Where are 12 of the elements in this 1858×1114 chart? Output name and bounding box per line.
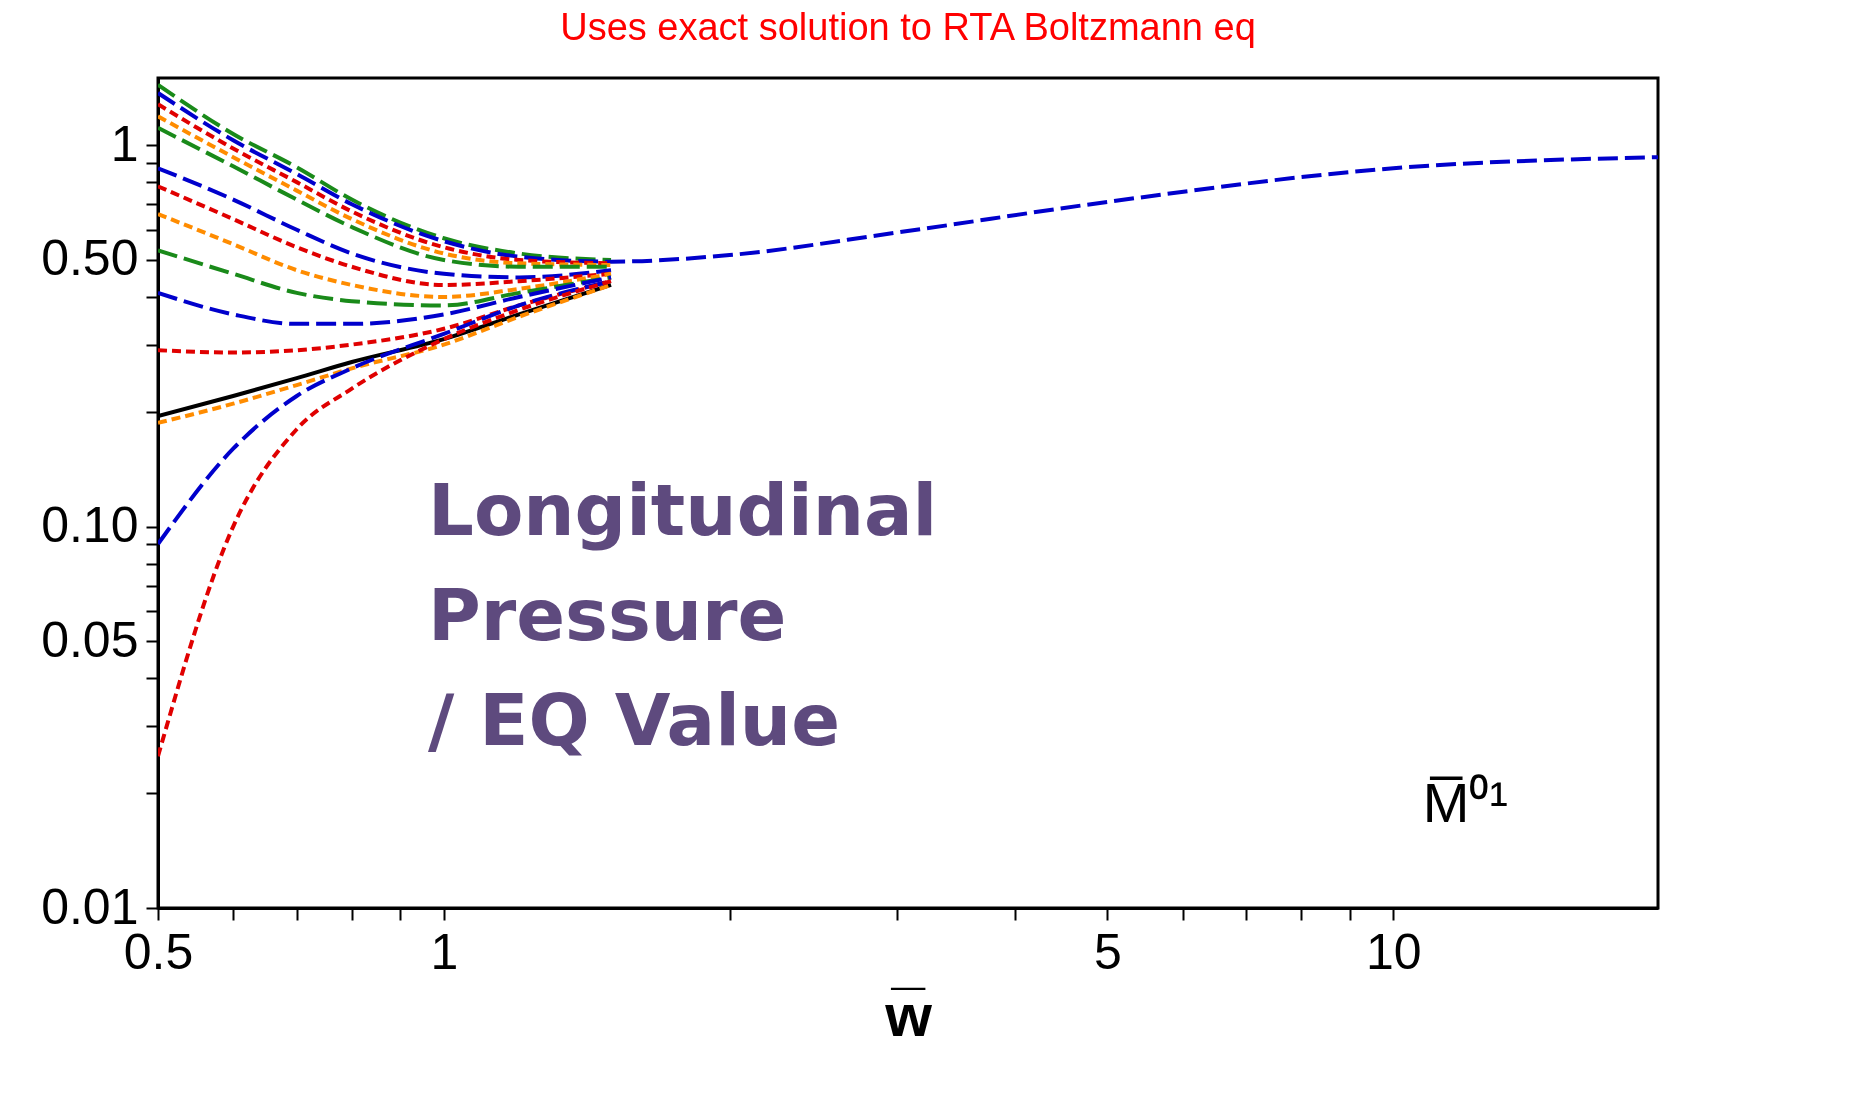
y-tick-label: 0.10 xyxy=(41,497,139,554)
annotation: Longitudinal Pressure / EQ Value xyxy=(428,468,938,762)
annotation: M̅⁰¹ xyxy=(1422,771,1508,834)
chart-title: Uses exact solution to RTA Boltzmann eq xyxy=(560,6,1256,48)
x-axis-title: w̅ xyxy=(884,981,933,1049)
y-tick-label: 0.05 xyxy=(41,611,139,668)
x-tick-label: 5 xyxy=(1094,923,1122,980)
x-tick-label: 1 xyxy=(430,923,459,980)
y-tick-label: 1 xyxy=(110,115,139,172)
x-tick-label: 0.5 xyxy=(123,923,194,980)
x-tick-label: 10 xyxy=(1366,923,1422,980)
y-tick-label: 0.50 xyxy=(41,230,139,287)
